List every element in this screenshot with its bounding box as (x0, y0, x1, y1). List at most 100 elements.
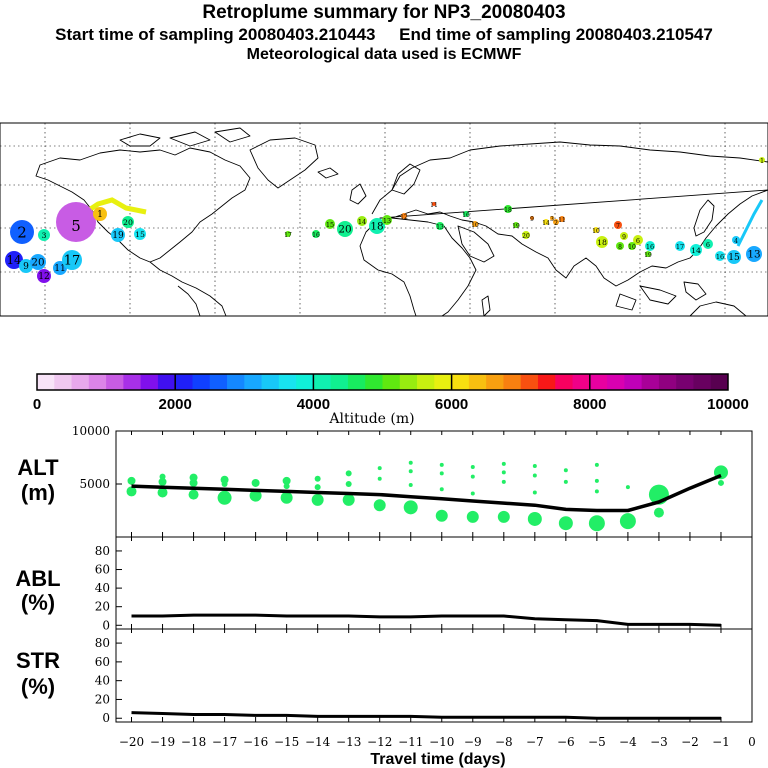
colorbar-cell (209, 374, 228, 390)
alt-panel-title: ALT (17, 455, 59, 480)
plume-marker (463, 211, 469, 217)
colorbar-cell (382, 374, 401, 390)
plume-marker-label: 18 (504, 207, 512, 214)
plume-marker (369, 218, 385, 234)
alt-point (466, 510, 479, 523)
plume-marker-label: 14 (691, 246, 701, 255)
plume-marker-label: 11 (54, 264, 66, 274)
plume-marker (10, 220, 34, 244)
met-data-note: Meteorological data used is ECMWF (246, 46, 522, 63)
colorbar-cell (658, 374, 677, 390)
x-tick-label: −19 (150, 735, 175, 749)
alt-point (497, 510, 510, 523)
colorbar-cell (451, 374, 470, 390)
plume-marker (633, 235, 643, 245)
sampling-times: Start time of sampling 20080403.210443 E… (55, 25, 713, 44)
colorbar-cell (278, 374, 297, 390)
alt-x-ticks (131, 431, 753, 537)
colorbar-tick-label: 0 (33, 396, 41, 413)
plume-marker (504, 205, 512, 213)
alt-point (217, 490, 232, 505)
plume-marker-label: 7 (616, 223, 620, 230)
abl-panel-title: ABL (15, 566, 60, 591)
str-y-ticks: 0 20 40 60 80 (95, 636, 122, 725)
x-tick-label: −2 (681, 735, 699, 749)
plume-trail (736, 199, 764, 247)
alt-point (342, 493, 355, 506)
plume-marker (530, 216, 534, 220)
alt-panel: ALT (m) 5000 10000 (17, 424, 753, 538)
plume-marker (134, 228, 146, 240)
plume-marker-label: 14 (358, 218, 366, 226)
colorbar-cell (71, 374, 90, 390)
plume-marker-label: 3 (42, 231, 47, 240)
alt-point (251, 478, 260, 487)
alt-point (314, 484, 321, 491)
alt-point (220, 475, 229, 484)
colorbar-cell (175, 374, 193, 390)
plume-marker-label: 13 (747, 249, 760, 261)
y-tick-label: 40 (95, 674, 110, 688)
colorbar-cell (192, 374, 211, 390)
plume-marker-label: 13 (383, 217, 391, 225)
plume-marker-label: 15 (135, 230, 145, 239)
alt-point (501, 479, 506, 484)
plume-marker (543, 219, 549, 225)
alt-point (127, 476, 136, 485)
plume-marker-label: 10 (628, 244, 636, 251)
x-tick-label: −15 (274, 735, 299, 749)
colorbar-cell (589, 374, 608, 390)
plume-marker-label: 16 (716, 253, 724, 261)
colorbar-cell (572, 374, 591, 390)
alt-point (470, 491, 475, 496)
colorbar-cell (261, 374, 280, 390)
x-tick-label: −4 (619, 735, 637, 749)
plume-marker (645, 241, 655, 251)
colorbar-cell (106, 374, 124, 390)
plume-marker (312, 230, 320, 238)
y-tick-label: 20 (95, 600, 110, 614)
abl-panel-unit: (%) (21, 590, 55, 615)
alt-point (280, 491, 293, 504)
plume-marker (436, 222, 444, 230)
plume-marker (37, 269, 51, 283)
x-tick-label: −8 (495, 735, 513, 749)
colorbar-frame (36, 373, 729, 391)
colorbar-cell (330, 374, 349, 390)
plume-marker-label: 9 (530, 216, 534, 223)
alt-point (653, 507, 664, 518)
colorbar-cell (434, 374, 453, 390)
alt-point (403, 500, 418, 515)
plume-marker (56, 202, 96, 242)
plume-marker (727, 250, 741, 264)
y-tick-label: 0 (102, 711, 110, 725)
abl-y-ticks: 0 20 40 60 80 (95, 544, 122, 632)
colorbar-cell (537, 374, 556, 390)
plume-marker (357, 216, 367, 226)
colorbar-cell (296, 374, 314, 390)
alt-point (439, 487, 444, 492)
y-tick-label: 60 (95, 563, 110, 577)
plume-marker (732, 236, 740, 244)
alt-point (563, 479, 568, 484)
plume-marker-label: 15 (326, 221, 334, 229)
alt-point (594, 489, 599, 494)
alt-point (158, 477, 167, 486)
y-tick-label: 5000 (79, 477, 110, 491)
alt-point (221, 481, 228, 487)
alt-point (249, 489, 262, 502)
x-tick-label: −11 (398, 735, 423, 749)
plume-marker-label: 13 (436, 224, 444, 231)
colorbar-cell (710, 374, 729, 390)
alt-point (283, 483, 290, 490)
plume-marker-label: 5 (71, 217, 81, 235)
x-tick-labels: −20 −19 −18 −17 −16 −15 −14 −13 −12 −11 −10 −9 −8 −7−… (119, 735, 756, 749)
plume-marker-label: 16 (462, 212, 470, 219)
plume-marker (550, 216, 554, 220)
colorbar-cell (641, 374, 660, 390)
x-tick-label: −6 (557, 735, 575, 749)
colorbar-cell (140, 374, 159, 390)
plume-marker (93, 207, 107, 221)
plume-marker-label: 17 (284, 232, 292, 239)
